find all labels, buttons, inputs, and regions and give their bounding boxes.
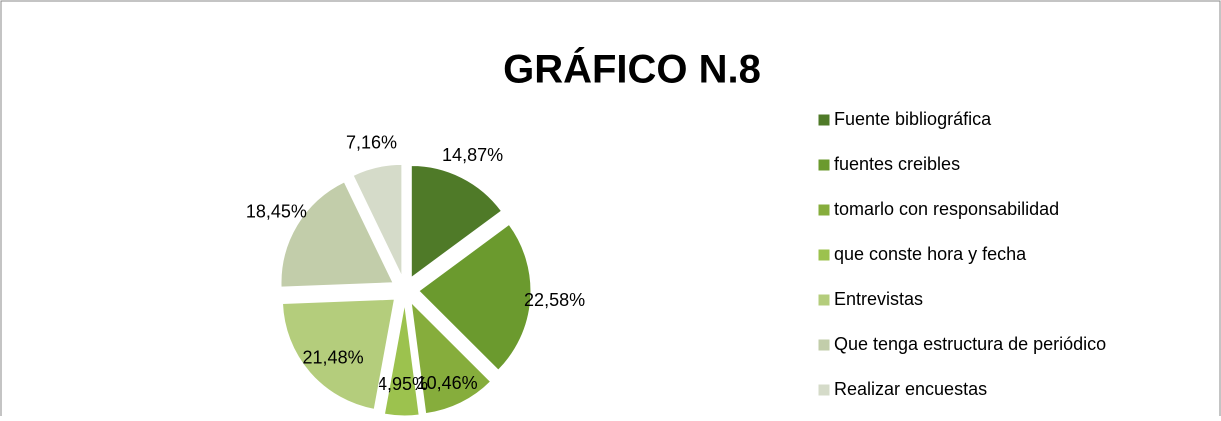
data-label: 21,48% bbox=[303, 348, 364, 368]
legend-label: tomarlo con responsabilidad bbox=[834, 199, 1059, 219]
data-label: 7,16% bbox=[346, 133, 397, 153]
legend-label: que conste hora y fecha bbox=[834, 244, 1027, 264]
data-label: 14,87% bbox=[442, 145, 503, 165]
data-label: 10,46% bbox=[417, 373, 478, 393]
pie-slice bbox=[410, 301, 492, 415]
data-label: 4,95% bbox=[377, 374, 428, 394]
legend-label: Realizar encuestas bbox=[834, 379, 987, 399]
legend-swatch bbox=[817, 203, 831, 217]
pie-slice bbox=[281, 298, 396, 410]
pie-slice bbox=[280, 181, 394, 288]
data-label: 18,45% bbox=[246, 202, 307, 222]
legend-label: Fuente bibliográfica bbox=[834, 109, 992, 129]
legend-label: Entrevistas bbox=[834, 289, 923, 309]
legend-swatch bbox=[817, 113, 831, 127]
legend-swatch bbox=[817, 338, 831, 352]
legend-label: Que tenga estructura de periódico bbox=[834, 334, 1106, 354]
pie-slice bbox=[410, 165, 503, 279]
legend-label: fuentes creibles bbox=[834, 154, 960, 174]
data-label: 22,58% bbox=[524, 290, 585, 310]
legend-swatch bbox=[817, 158, 831, 172]
pie-slice bbox=[352, 163, 403, 277]
legend-swatch bbox=[817, 293, 831, 307]
pie-slice bbox=[418, 223, 532, 371]
legend-swatch bbox=[817, 383, 831, 397]
legend-swatch bbox=[817, 248, 831, 262]
chart-title: GRÁFICO N.8 bbox=[503, 47, 761, 92]
